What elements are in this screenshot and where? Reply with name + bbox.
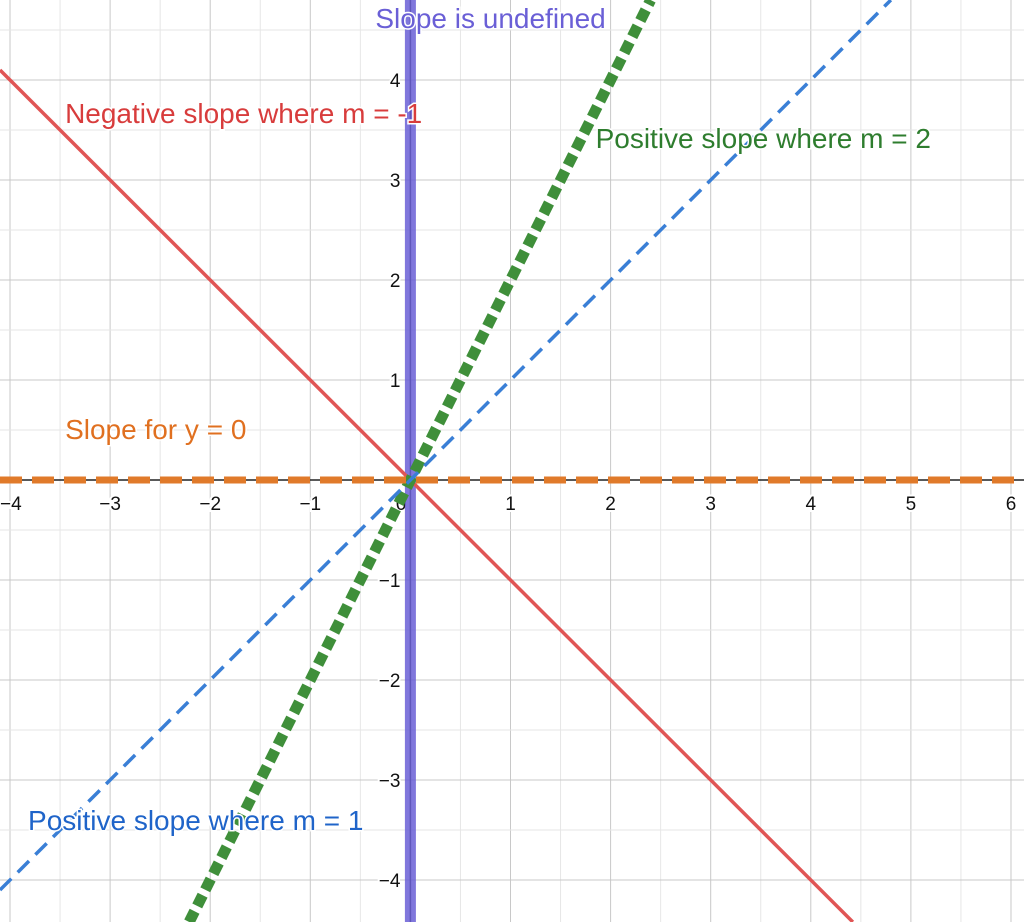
series-line-pos1 [0,0,893,892]
x-tick-label: 2 [605,494,616,515]
y-tick-label: −2 [379,671,401,692]
x-tick-label: −2 [199,494,221,515]
y-tick-label: −1 [379,571,401,592]
y-tick-label: −4 [379,871,401,892]
y-tick-label: 2 [390,271,401,292]
x-tick-label: −1 [299,494,321,515]
series-line-pos2 [184,0,656,922]
series-label-pos2: Positive slope where m = 2 [596,123,931,154]
series-line-neg1 [0,68,855,922]
y-tick-label: 3 [390,171,401,192]
y-tick-label: 4 [390,71,401,92]
x-tick-label: −3 [99,494,121,515]
series-labels: Slope is undefined Negative slope where m… [27,2,933,838]
series-label-neg1: Negative slope where m = -1 [65,98,422,129]
x-tick-label: 1 [505,494,516,515]
y-tick-label: 1 [390,371,401,392]
x-tick-label: 4 [806,494,817,515]
x-tick-label: 3 [705,494,716,515]
x-tick-label: 5 [906,494,917,515]
y-tick-label: −3 [379,771,401,792]
series-label-zero: Slope for y = 0 [65,414,246,445]
series-label-pos1: Positive slope where m = 1 [28,805,363,836]
series-label-undefined: Slope is undefined [375,3,605,34]
x-tick-label: −4 [0,494,22,515]
x-tick-label: 6 [1006,494,1017,515]
